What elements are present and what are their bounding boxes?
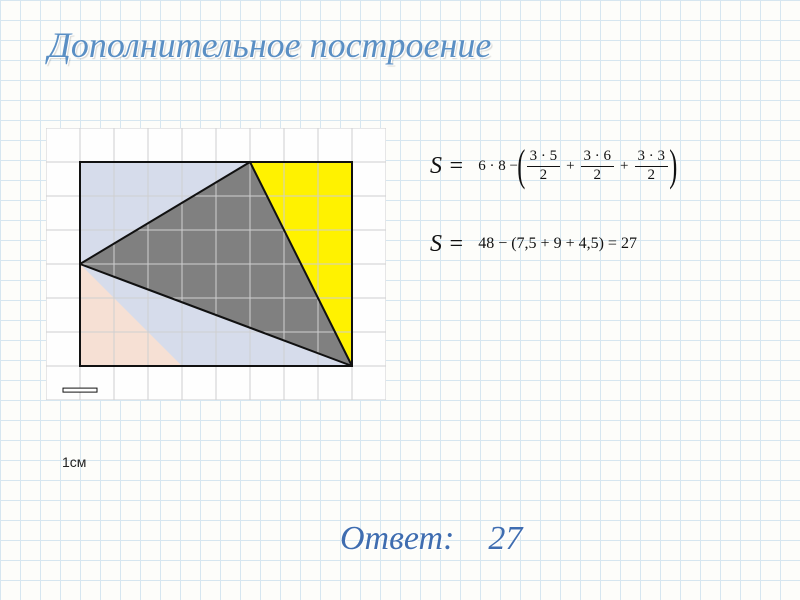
s-equals-2: S = [430, 231, 464, 258]
answer-line: Ответ: 27 [340, 520, 522, 558]
s-equals-1: S = [430, 153, 464, 180]
frac-2: 3 · 6 2 [581, 149, 615, 184]
frac3-num: 3 · 3 [635, 149, 669, 165]
paren-open: ( [517, 144, 525, 188]
plus-1: + [566, 158, 574, 175]
formula-block: S = 6 · 8 − ( 3 · 5 2 + 3 · 6 2 + 3 · 3 … [430, 140, 780, 296]
frac2-num: 3 · 6 [581, 149, 615, 165]
figure-svg [46, 128, 386, 400]
lead-term: 6 · 8 − [478, 158, 518, 175]
paren-close: ) [669, 144, 677, 188]
frac1-num: 3 · 5 [527, 149, 561, 165]
formula-row-1: S = 6 · 8 − ( 3 · 5 2 + 3 · 6 2 + 3 · 3 … [430, 140, 780, 192]
frac1-den: 2 [537, 168, 551, 184]
frac2-den: 2 [591, 168, 605, 184]
expr-1: 6 · 8 − ( 3 · 5 2 + 3 · 6 2 + 3 · 3 2 ) [478, 144, 676, 188]
frac3-den: 2 [645, 168, 659, 184]
answer-value: 27 [488, 520, 522, 557]
frac-1: 3 · 5 2 [527, 149, 561, 184]
plus-2: + [620, 158, 628, 175]
expr-2: 48 − (7,5 + 9 + 4,5) = 27 [478, 235, 637, 253]
frac-3: 3 · 3 2 [635, 149, 669, 184]
scale-label: 1см [62, 454, 86, 470]
formula-row-2: S = 48 − (7,5 + 9 + 4,5) = 27 [430, 218, 780, 270]
page-title: Дополнительное построение [48, 24, 491, 66]
geometry-figure [46, 128, 406, 448]
answer-prefix: Ответ: [340, 520, 454, 557]
